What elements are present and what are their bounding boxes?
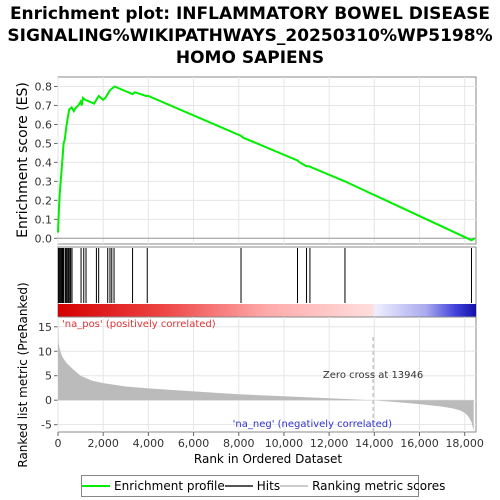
es-ytick-label-3: 0.3 [35, 175, 53, 188]
legend-swatch-metric [280, 485, 309, 487]
es-ytick-label-8: 0.8 [35, 80, 53, 93]
legend-label-enrichment: Enrichment profile [114, 479, 225, 493]
metric-ylabel: Ranked list metric (PreRanked) [16, 282, 30, 467]
pos-correlated-label: 'na_pos' (positively correlated) [62, 319, 216, 330]
legend-label-metric: Ranking metric scores [312, 479, 446, 493]
legend: Enrichment profile Hits Ranking metric s… [81, 475, 445, 497]
metric-ytick-label-0: -5 [41, 419, 52, 432]
es-ytick-label-7: 0.7 [35, 99, 53, 112]
xtick-label-6: 12,000 [310, 437, 349, 450]
legend-swatch-enrichment [82, 485, 110, 487]
neg-correlated-label: 'na_neg' (negatively correlated) [233, 419, 392, 430]
es-ytick-label-1: 0.1 [35, 213, 53, 226]
metric-ytick-label-3: 10 [38, 345, 52, 358]
rank-color-bar [58, 304, 476, 317]
chart-title: Enrichment plot: INFLAMMATORY BOWEL DISE… [0, 3, 500, 69]
xtick-label-5: 10,000 [265, 437, 304, 450]
metric-ytick-label-1: 0 [45, 394, 52, 407]
es-plot-frame [57, 76, 477, 245]
xtick-label-0: 0 [55, 437, 62, 450]
title-line-2: SIGNALING%WIKIPATHWAYS_20250310%WP5198% [7, 26, 493, 46]
metric-plot-frame [57, 316, 477, 433]
legend-label-hits: Hits [256, 479, 281, 493]
metric-ytick-label-2: 5 [45, 370, 52, 383]
legend-item-ranking-metric: Ranking metric scores [280, 479, 445, 493]
xtick-label-7: 14,000 [355, 437, 394, 450]
es-panel: 0.0 0.1 0.2 0.3 0.4 0.5 0.6 0.7 0.8 [35, 76, 477, 245]
zero-cross-label: Zero cross at 13946 [323, 370, 423, 381]
legend-item-enrichment-profile: Enrichment profile [82, 479, 225, 493]
es-ytick-label-6: 0.6 [35, 118, 53, 131]
legend-swatch-hits [224, 485, 253, 487]
x-axis-label: Rank in Ordered Dataset [194, 452, 342, 466]
hits-panel [57, 246, 477, 318]
es-ytick-label-2: 0.2 [35, 194, 53, 207]
es-profile-line [57, 85, 476, 242]
xtick-label-2: 4,000 [133, 437, 165, 450]
metric-ytick-label-4: 15 [38, 321, 52, 334]
legend-item-hits: Hits [224, 479, 281, 493]
xtick-label-4: 8,000 [223, 437, 255, 450]
title-line-3: HOMO SAPIENS [175, 48, 325, 68]
xtick-label-3: 6,000 [178, 437, 210, 450]
es-ytick-label-4: 0.4 [35, 156, 53, 169]
xtick-label-8: 16,000 [400, 437, 439, 450]
es-ytick-label-5: 0.5 [35, 137, 53, 150]
es-ytick-label-0: 0.0 [35, 232, 53, 245]
es-ylabel: Enrichment score (ES) [15, 82, 31, 238]
xtick-label-1: 2,000 [87, 437, 119, 450]
title-line-1: Enrichment plot: INFLAMMATORY BOWEL DISE… [9, 4, 491, 24]
xtick-label-9: 18,000 [445, 437, 484, 450]
